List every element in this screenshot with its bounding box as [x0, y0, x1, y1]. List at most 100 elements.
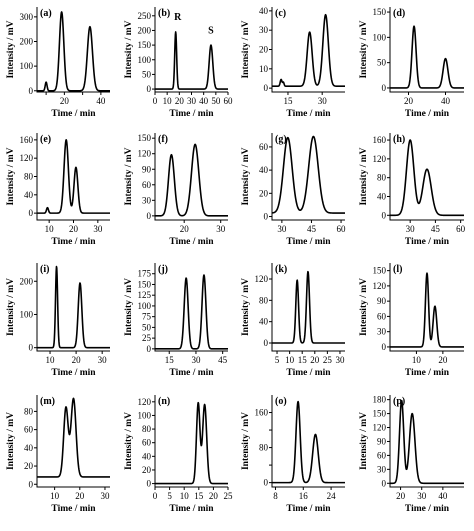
- chromatogram-trace: [271, 135, 346, 214]
- y-tick-label: 40: [377, 191, 387, 201]
- y-tick-label: 0: [29, 479, 34, 489]
- x-tick-label: 10: [46, 355, 56, 365]
- panel-label: (o): [275, 396, 287, 407]
- panel-h: 30 45 60 0 40 80 120 160 Time / min Intensity / m…: [359, 133, 466, 247]
- x-tick-label: 30: [335, 355, 345, 365]
- x-tick-label: 15: [283, 96, 293, 106]
- x-tick-label: 20: [404, 96, 414, 106]
- x-tick-label: 20: [175, 96, 185, 106]
- x-tick-label: 40: [441, 96, 451, 106]
- y-tick-label: 40: [24, 443, 34, 453]
- panel-l: 10 20 0 30 60 90 120 150 Time / min Intensity / m…: [359, 263, 465, 378]
- y-tick-label: 120: [373, 281, 387, 291]
- y-axis-title: Intensity / mV: [359, 147, 369, 205]
- y-tick-label: 120: [255, 274, 269, 284]
- x-tick-label: 16: [299, 491, 309, 501]
- x-tick-label: 20: [438, 355, 448, 365]
- x-tick-label: 10: [180, 491, 190, 501]
- y-tick-label: 0: [29, 343, 34, 353]
- y-tick-label: 80: [259, 443, 269, 453]
- y-tick-label: 40: [24, 190, 34, 200]
- y-axis-title: Intensity / mV: [241, 278, 251, 336]
- x-tick-label: 45: [307, 224, 317, 234]
- chromatogram-trace: [389, 272, 465, 348]
- x-tick-label: 0: [153, 96, 158, 106]
- axes-frame: [271, 7, 345, 93]
- x-tick-label: 20: [310, 355, 320, 365]
- panel-label: (h): [393, 134, 405, 145]
- y-tick-label: 80: [259, 295, 269, 305]
- x-tick-label: 25: [224, 491, 234, 501]
- y-tick-label: 0: [29, 86, 34, 96]
- peak-label-R: R: [174, 12, 182, 23]
- y-tick-label: 20: [142, 465, 152, 475]
- y-axis-title: Intensity / mV: [124, 278, 134, 336]
- panel-f: 20 30 0 30 60 90 120 150 Time / min Intensity / m…: [124, 133, 229, 247]
- y-tick-label: 0: [382, 342, 387, 352]
- x-axis-title: Time / min: [169, 368, 214, 378]
- panel-label: (g): [275, 134, 287, 145]
- panel-k: 5 10 15 20 25 30 0 40 80 120 Time / min Intensity /…: [241, 263, 346, 378]
- y-axis-title: Intensity / mV: [6, 147, 16, 205]
- y-tick-label: 150: [373, 409, 387, 419]
- x-axis-title: Time / min: [169, 237, 214, 247]
- y-tick-label: 100: [373, 32, 387, 42]
- y-tick-label: 30: [377, 464, 387, 474]
- chromatogram-trace: [36, 11, 111, 92]
- axes-frame: [271, 133, 345, 221]
- chromatogram-trace: [389, 139, 465, 217]
- x-tick-label: 10: [285, 355, 295, 365]
- y-axis-title: Intensity / mV: [359, 412, 369, 470]
- x-tick-label: 30: [98, 355, 108, 365]
- y-tick-label: 120: [373, 154, 387, 164]
- x-tick-label: 45: [218, 355, 228, 365]
- panel-label: (a): [40, 8, 52, 19]
- y-tick-label: 150: [138, 133, 152, 143]
- chromatogram-trace: [36, 139, 111, 214]
- x-tick-label: 8: [273, 491, 278, 501]
- panel-label: (f): [158, 134, 168, 145]
- y-tick-label: 20: [24, 461, 34, 471]
- x-tick-label: 25: [323, 355, 333, 365]
- y-tick-label: 90: [377, 436, 387, 446]
- y-tick-label: 120: [20, 153, 34, 163]
- x-axis-title: Time / min: [405, 109, 450, 119]
- y-tick-label: 300: [20, 12, 34, 22]
- y-tick-label: 200: [20, 36, 34, 46]
- y-tick-label: 120: [138, 397, 152, 407]
- x-tick-label: 20: [396, 491, 406, 501]
- y-tick-label: 80: [377, 173, 387, 183]
- x-tick-label: 20: [60, 96, 70, 106]
- panel-label: (p): [393, 396, 405, 407]
- y-tick-label: 0: [264, 338, 269, 348]
- y-tick-label: 250: [138, 11, 152, 21]
- panel-g: 30 45 60 0 20 40 60 Time / min Intensity / mV (g): [241, 133, 346, 247]
- y-tick-label: 60: [142, 438, 152, 448]
- x-axis-title: Time / min: [51, 368, 96, 378]
- y-tick-label: 200: [138, 25, 152, 35]
- y-tick-label: 50: [377, 58, 387, 68]
- y-tick-label: 0: [382, 210, 387, 220]
- y-tick-label: 160: [373, 135, 387, 145]
- axes-frame: [36, 395, 110, 488]
- y-tick-label: 0: [264, 478, 269, 488]
- panel-p: 20 30 40 0 30 60 90 120 150 180 Time / min Intensit…: [359, 395, 465, 514]
- y-tick-label: 60: [24, 425, 34, 435]
- panel-m: 10 20 30 0 20 40 60 80 Time / min Intensity / mV (…: [6, 395, 111, 514]
- y-axis-title: Intensity / mV: [241, 147, 251, 205]
- y-tick-label: 50: [142, 322, 152, 332]
- y-axis-title: Intensity / mV: [124, 20, 134, 78]
- x-tick-label: 24: [327, 491, 337, 501]
- y-tick-label: 150: [373, 7, 387, 17]
- y-tick-label: 60: [259, 142, 269, 152]
- x-tick-label: 0: [153, 491, 158, 501]
- y-tick-label: 25: [142, 333, 152, 343]
- y-tick-label: 180: [373, 395, 387, 405]
- chromatogram-trace: [271, 270, 346, 344]
- chromatogram-trace: [389, 25, 465, 89]
- x-axis-title: Time / min: [51, 504, 96, 514]
- y-tick-label: 0: [264, 83, 269, 93]
- x-axis-title: Time / min: [286, 237, 331, 247]
- chromatogram-trace: [154, 274, 229, 350]
